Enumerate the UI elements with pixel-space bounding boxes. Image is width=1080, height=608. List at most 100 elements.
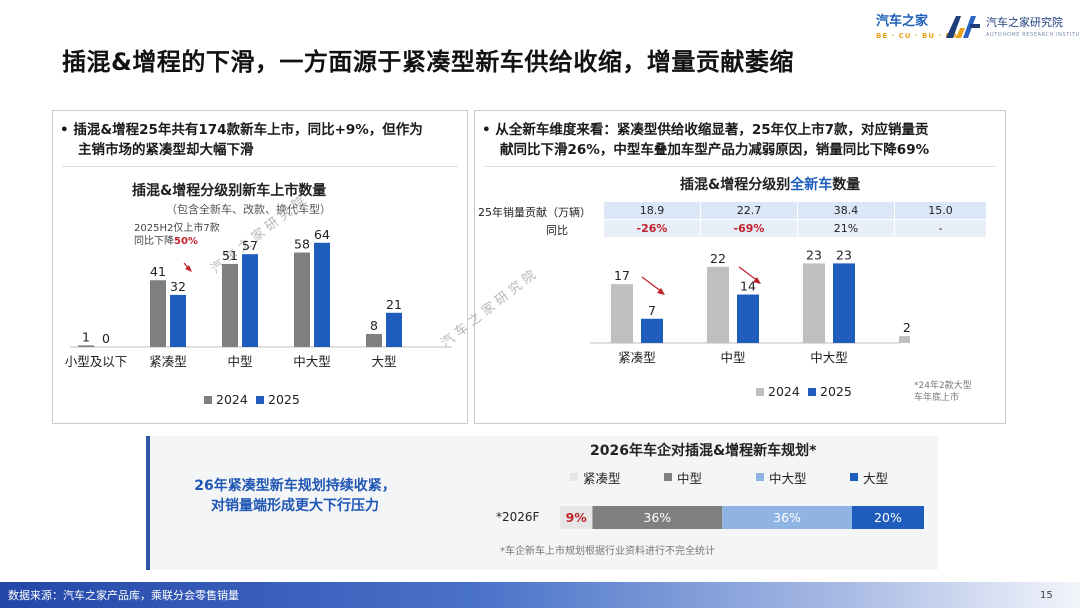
bar-2025-4 xyxy=(386,312,402,347)
left-panel xyxy=(52,110,468,424)
right-bullet-line2: 献同比下滑26%，中型车叠加车型产品力减弱原因，销量同比下降69% xyxy=(500,142,930,158)
segment-label: 36% xyxy=(773,510,801,525)
data-label: 2* xyxy=(903,320,910,335)
bar-2025-0 xyxy=(641,318,663,343)
bar-2024-1 xyxy=(150,280,166,347)
page-title: 插混&增程的下滑，一方面源于紧凑型新车供给收缩，增量贡献萎缩 xyxy=(62,48,794,76)
right-footnote-line1: *24年2款大型 xyxy=(914,381,972,391)
plan-summary-line1: 26年紧凑型新车规划持续收紧， xyxy=(194,478,396,494)
legend-label: 大型 xyxy=(863,471,889,486)
category-label: 中型 xyxy=(720,350,745,365)
autohome-logo-tagline: BE · CU · BU · BA xyxy=(876,32,959,40)
data-label: 41 xyxy=(150,264,166,279)
data-label: 7 xyxy=(648,303,656,318)
table-cell: -26% xyxy=(636,222,668,235)
bar-2025-2 xyxy=(833,263,855,343)
research-institute-tagline: AUTOHOME RESEARCH INSTITUTE xyxy=(986,32,1080,38)
autohome-logo: 汽车之家 BE · CU · BU · BA xyxy=(876,15,958,43)
data-label: 23 xyxy=(836,247,852,262)
plan-footnote: *车企新车上市规划根据行业资料进行不完全统计 xyxy=(500,546,715,557)
category-label: 中大型 xyxy=(293,354,331,369)
plan-row-label: *2026F xyxy=(496,510,540,524)
right-chart-title-highlight: 全新车 xyxy=(790,177,833,193)
category-label: 小型及以下 xyxy=(65,354,128,369)
bar-2025-3 xyxy=(314,242,330,347)
left-chart-subtitle: （包含全新车、改款、换代车型） xyxy=(166,203,331,216)
table-cell: 15.0 xyxy=(928,204,953,217)
data-label: 57 xyxy=(242,238,258,253)
left-bar-chart: 1 0 小型及以下 41 32 紧凑型 51 57 中型 58 64 中大型 8 21 大型 2024 2025 xyxy=(65,227,452,407)
category-label: 紧凑型 xyxy=(618,350,656,365)
table-row-contribution xyxy=(604,202,986,219)
right-footnote: *24年2款大型 车年底上市 xyxy=(914,380,972,404)
legend-label: 2024 xyxy=(216,392,248,407)
autohome-logo-text: 汽车之家 xyxy=(876,14,929,29)
right-bullet-line1: • 从全新车维度来看：紧凑型供给收缩显著，25年仅上市7款，对应销量贡 xyxy=(482,122,929,138)
plan-summary-line2: 对销量端形成更大下行压力 xyxy=(211,498,379,514)
bar-2024-2 xyxy=(803,263,825,343)
left-annotation: 2025H2仅上市7款 同比下降50% xyxy=(134,222,220,248)
legend-label: 中型 xyxy=(677,471,703,486)
category-label: 大型 xyxy=(371,354,396,369)
segment-label: 20% xyxy=(874,510,902,525)
table-cell: 22.7 xyxy=(736,204,762,217)
plan-legend: 紧凑型 中型 中大型 大型 xyxy=(570,468,930,486)
bar-2025-1 xyxy=(170,294,186,347)
legend-swatch xyxy=(756,473,764,481)
data-label: 23 xyxy=(806,247,822,262)
table-cell: 18.9 xyxy=(639,204,665,217)
right-chart-title: 插混&增程分级别全新车数量 xyxy=(680,174,860,194)
bar-2024-0 xyxy=(611,284,633,343)
bar-2024-2 xyxy=(222,263,238,347)
bar-2024-0 xyxy=(78,345,94,347)
plan-summary: 26年紧凑型新车规划持续收紧， 对销量端形成更大下行压力 xyxy=(160,476,430,516)
right-chart-title-prefix: 插混&增程分级别 xyxy=(680,177,791,193)
table-row-label-yoy: 同比 xyxy=(546,224,568,237)
trend-arrow-head-icon xyxy=(185,265,192,272)
research-institute-name: 汽车之家研究院 xyxy=(986,16,1063,29)
legend-label: 中大型 xyxy=(769,471,807,486)
table-row-yoy xyxy=(604,220,986,237)
bar-2025-1 xyxy=(737,294,759,343)
footer-source: 数据来源：汽车之家产品库，乘联分会零售销量 xyxy=(8,589,239,602)
left-bullet-line2: 主销市场的紧凑型却大幅下滑 xyxy=(78,142,254,158)
trend-arrow-head-icon xyxy=(753,277,761,284)
plan-stacked-bar: 9% 36% 36% 20% xyxy=(560,506,924,529)
bar-2024-3 xyxy=(899,336,910,343)
stack-segment-中型 xyxy=(592,506,723,529)
legend-swatch-2025 xyxy=(808,388,816,396)
data-label: 8 xyxy=(370,318,378,333)
table-cell: 21% xyxy=(833,222,859,235)
footer-bar xyxy=(0,582,1080,608)
category-label: 中大型 xyxy=(810,350,848,365)
data-label: 32 xyxy=(170,279,186,294)
data-label: 1 xyxy=(82,329,90,344)
data-label: 17 xyxy=(614,268,630,283)
data-label: 14 xyxy=(740,279,756,294)
table-cell: -69% xyxy=(733,222,765,235)
legend-swatch xyxy=(570,473,578,481)
legend-swatch-2025 xyxy=(256,396,264,404)
data-label: 21 xyxy=(386,297,402,312)
stack-segment-紧凑型 xyxy=(560,506,593,529)
plan-section-accent xyxy=(146,436,150,570)
data-label: 0 xyxy=(102,331,110,346)
trend-arrow-line xyxy=(641,276,663,293)
legend-swatch-2024 xyxy=(756,388,764,396)
right-chart-title-suffix: 数量 xyxy=(832,177,861,193)
stack-segment-中大型 xyxy=(722,506,852,529)
left-divider xyxy=(62,166,458,167)
plan-section xyxy=(146,436,938,570)
segment-label: 9% xyxy=(566,510,588,525)
trend-arrow-line xyxy=(738,266,759,282)
category-label: 紧凑型 xyxy=(149,354,187,369)
bar-2025-2 xyxy=(242,254,258,347)
legend-label: 2024 xyxy=(768,384,800,399)
left-annotation-line1: 2025H2仅上市7款 xyxy=(134,223,220,234)
legend-label: 2025 xyxy=(268,392,300,407)
category-label: 中型 xyxy=(227,354,252,369)
contribution-table: 25年销量贡献（万辆） 同比 18.9 22.7 38.4 15.0 -26% … xyxy=(478,202,990,238)
research-institute-logo: 汽车之家研究院 AUTOHOME RESEARCH INSTITUTE xyxy=(986,17,1080,41)
table-cell: - xyxy=(938,222,943,235)
